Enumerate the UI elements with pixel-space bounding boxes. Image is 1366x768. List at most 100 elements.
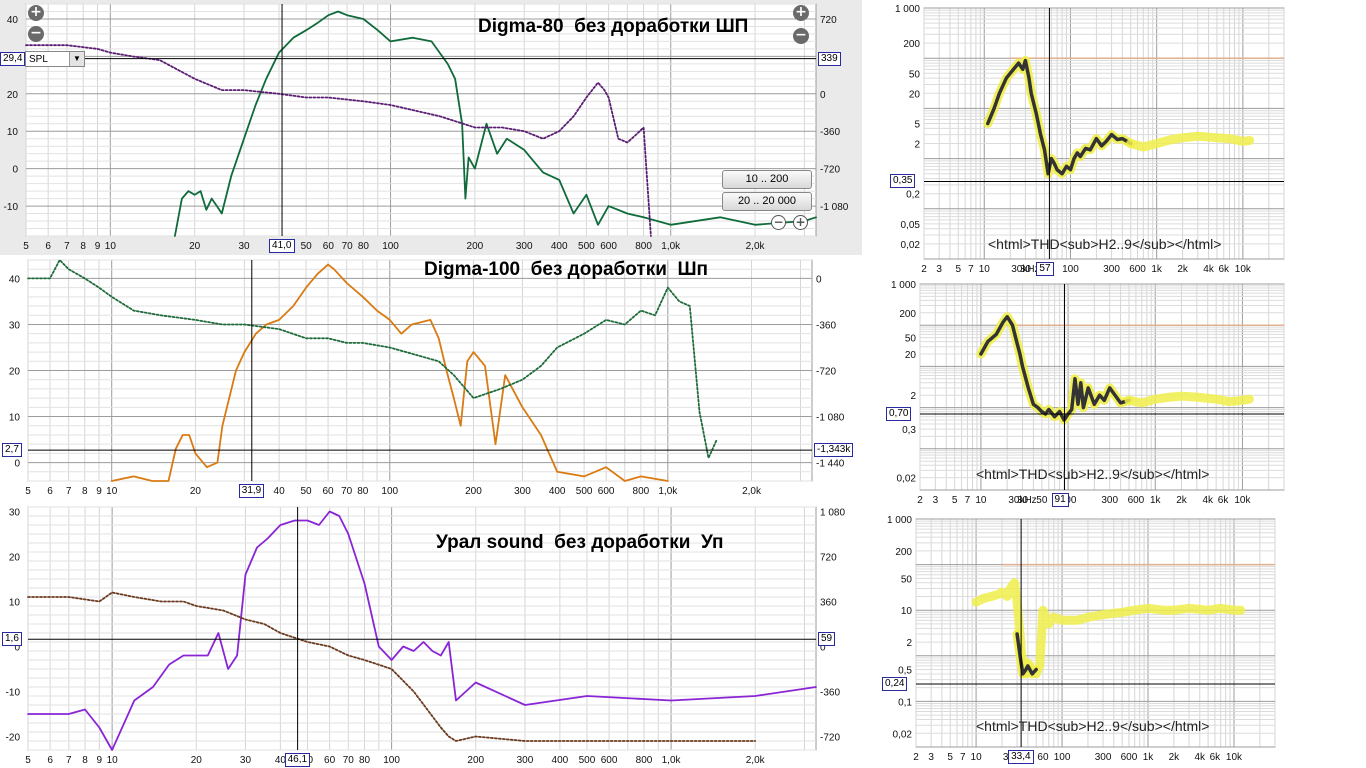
cursor-y-readout: 0,24 (882, 677, 908, 692)
fr-chart-svg: 5678910203040506070801002003004005006008… (6, 506, 845, 766)
x-tick-label: 500 (578, 241, 595, 252)
series-line-1 (1124, 391, 1254, 408)
x-tick-label: 20 (189, 241, 201, 252)
x-tick-label: 80 (358, 241, 370, 252)
x-tick-label: 300 (517, 755, 534, 766)
y-tick-label-left: -20 (6, 733, 21, 744)
zoom-in-left-button[interactable]: + (28, 5, 44, 21)
x-tick-label: 10k (1234, 495, 1251, 506)
x-tick-label: 6 (47, 755, 53, 766)
x-tick-label: 2 (913, 752, 919, 763)
x-tick-label: 10 (971, 752, 983, 763)
x-tick-label: 300 (1095, 752, 1112, 763)
fr-chart-svg: 5678910203040506070801002003004005006008… (9, 259, 845, 497)
y-grid (28, 506, 816, 751)
fr-chart-digma-80: 5 6 7 8 9 10 20 30 50 60 70 80 100 200 300 400 500 600 800… (0, 0, 862, 255)
x-tick-label: 2 (921, 264, 927, 275)
series-line-1 (25, 44, 652, 237)
y-tick-label: 0,02 (901, 240, 921, 251)
y-tick-labels: 40 30 20 10 0 0 -360 -720 -1 080 -1 440 (9, 274, 845, 469)
chart-title: Урал sound без доработки Уп (436, 532, 724, 553)
y-tick-label-right: 720 (820, 553, 837, 564)
x-tick-labels: 23571030501003006001k2k4k6k10k30kHz (917, 495, 1251, 506)
series-line-0 (110, 263, 669, 482)
y-tick-label: 0,02 (893, 729, 913, 740)
cursor-x-readout: 41,0 (269, 239, 295, 253)
y-tick-label-right: -720 (816, 367, 836, 378)
y-tick-label: 50 (905, 334, 917, 345)
zoom-out-right-button[interactable]: − (793, 28, 809, 44)
x-tick-label: 30kHz (1011, 264, 1039, 275)
x-tick-label: 1k (1143, 752, 1155, 763)
x-tick-label: 800 (633, 486, 650, 497)
x-tick-label: 1k (1150, 495, 1162, 506)
series-group (25, 10, 817, 237)
x-tick-label: 400 (551, 241, 568, 252)
x-tick-label: 2k (1177, 264, 1189, 275)
fr-chart-digma-100: 5678910203040506070801002003004005006008… (0, 256, 854, 502)
y-grid (28, 259, 812, 482)
zoom-in-right-button[interactable]: + (793, 5, 809, 21)
x-tick-label: 60 (323, 241, 335, 252)
x-tick-label: 5 (25, 755, 31, 766)
x-tick-label: 9 (95, 241, 101, 252)
x-tick-label: 6k (1218, 495, 1230, 506)
cursor-y-readout: 0,35 (890, 174, 916, 189)
zoom-out-x-button[interactable]: − (771, 215, 786, 230)
y-grid (920, 283, 1284, 491)
y-tick-label-right: -1 080 (820, 202, 849, 213)
spl-dropdown[interactable]: SPL ▼ (25, 51, 85, 67)
x-tick-label: 10k (1226, 752, 1243, 763)
cursor-x-readout: 31,9 (238, 484, 265, 498)
x-grid (25, 4, 805, 236)
y-tick-label-left: 20 (7, 90, 19, 101)
chevron-down-icon: ▼ (69, 52, 84, 66)
x-tick-label: 60 (324, 755, 336, 766)
x-tick-label: 5 (956, 264, 962, 275)
y-tick-label-right: 720 (820, 15, 837, 26)
y-tick-label: 0,2 (906, 190, 920, 201)
y-tick-label-left: 10 (7, 127, 19, 138)
thd-chart-3: 23571030601003006001k2k4k6k10k30kHz1 000… (870, 513, 1295, 768)
x-tick-label: 6k (1218, 264, 1230, 275)
thd-legend-label: <html>THD<sub>H2..9</sub></html> (976, 466, 1210, 482)
y-tick-label: 2 (914, 139, 920, 150)
x-tick-label: 70 (343, 755, 355, 766)
cursor-y-left-readout: 1,6 (2, 632, 22, 647)
x-tick-label: 600 (1129, 264, 1146, 275)
x-tick-label: 100 (381, 486, 398, 497)
cursor-y-right-readout: 59 (818, 632, 836, 647)
x-tick-label: 40 (275, 755, 287, 766)
x-tick-label: 8 (80, 241, 86, 252)
cursor-y-left-readout: 29,4 (0, 51, 26, 66)
x-tick-label: 10k (1235, 264, 1252, 275)
range-20-20000-button[interactable]: 20 .. 20 000 (722, 192, 812, 211)
x-tick-label: 10 (105, 241, 117, 252)
x-tick-label: 1,0k (658, 486, 678, 497)
range-10-200-button[interactable]: 10 .. 200 (722, 170, 812, 189)
x-tick-label: 600 (1128, 495, 1145, 506)
x-tick-label: 50 (300, 486, 312, 497)
x-tick-label: 2,0k (746, 241, 766, 252)
x-tick-label: 5 (25, 486, 31, 497)
zoom-out-left-button[interactable]: − (28, 26, 44, 42)
y-tick-label-right: 0 (820, 643, 826, 654)
x-tick-label: 7 (965, 495, 971, 506)
series-line-0 (986, 58, 1133, 176)
zoom-in-x-button[interactable]: + (793, 215, 808, 230)
y-tick-label-right: 1 080 (820, 508, 845, 519)
x-tick-label: 10 (106, 486, 118, 497)
cursor-x-readout: 46,1 (284, 753, 311, 767)
y-tick-label: 2 (910, 391, 916, 402)
plot-area (27, 506, 817, 751)
y-grid (26, 3, 816, 237)
x-tick-label: 600 (598, 486, 615, 497)
y-tick-label-right: -360 (820, 688, 840, 699)
plot-area (25, 3, 817, 237)
y-grid (924, 7, 1284, 260)
y-tick-label: 50 (909, 69, 921, 80)
x-tick-label: 80 (359, 755, 371, 766)
x-grid (915, 519, 1276, 747)
x-tick-label: 800 (635, 241, 652, 252)
